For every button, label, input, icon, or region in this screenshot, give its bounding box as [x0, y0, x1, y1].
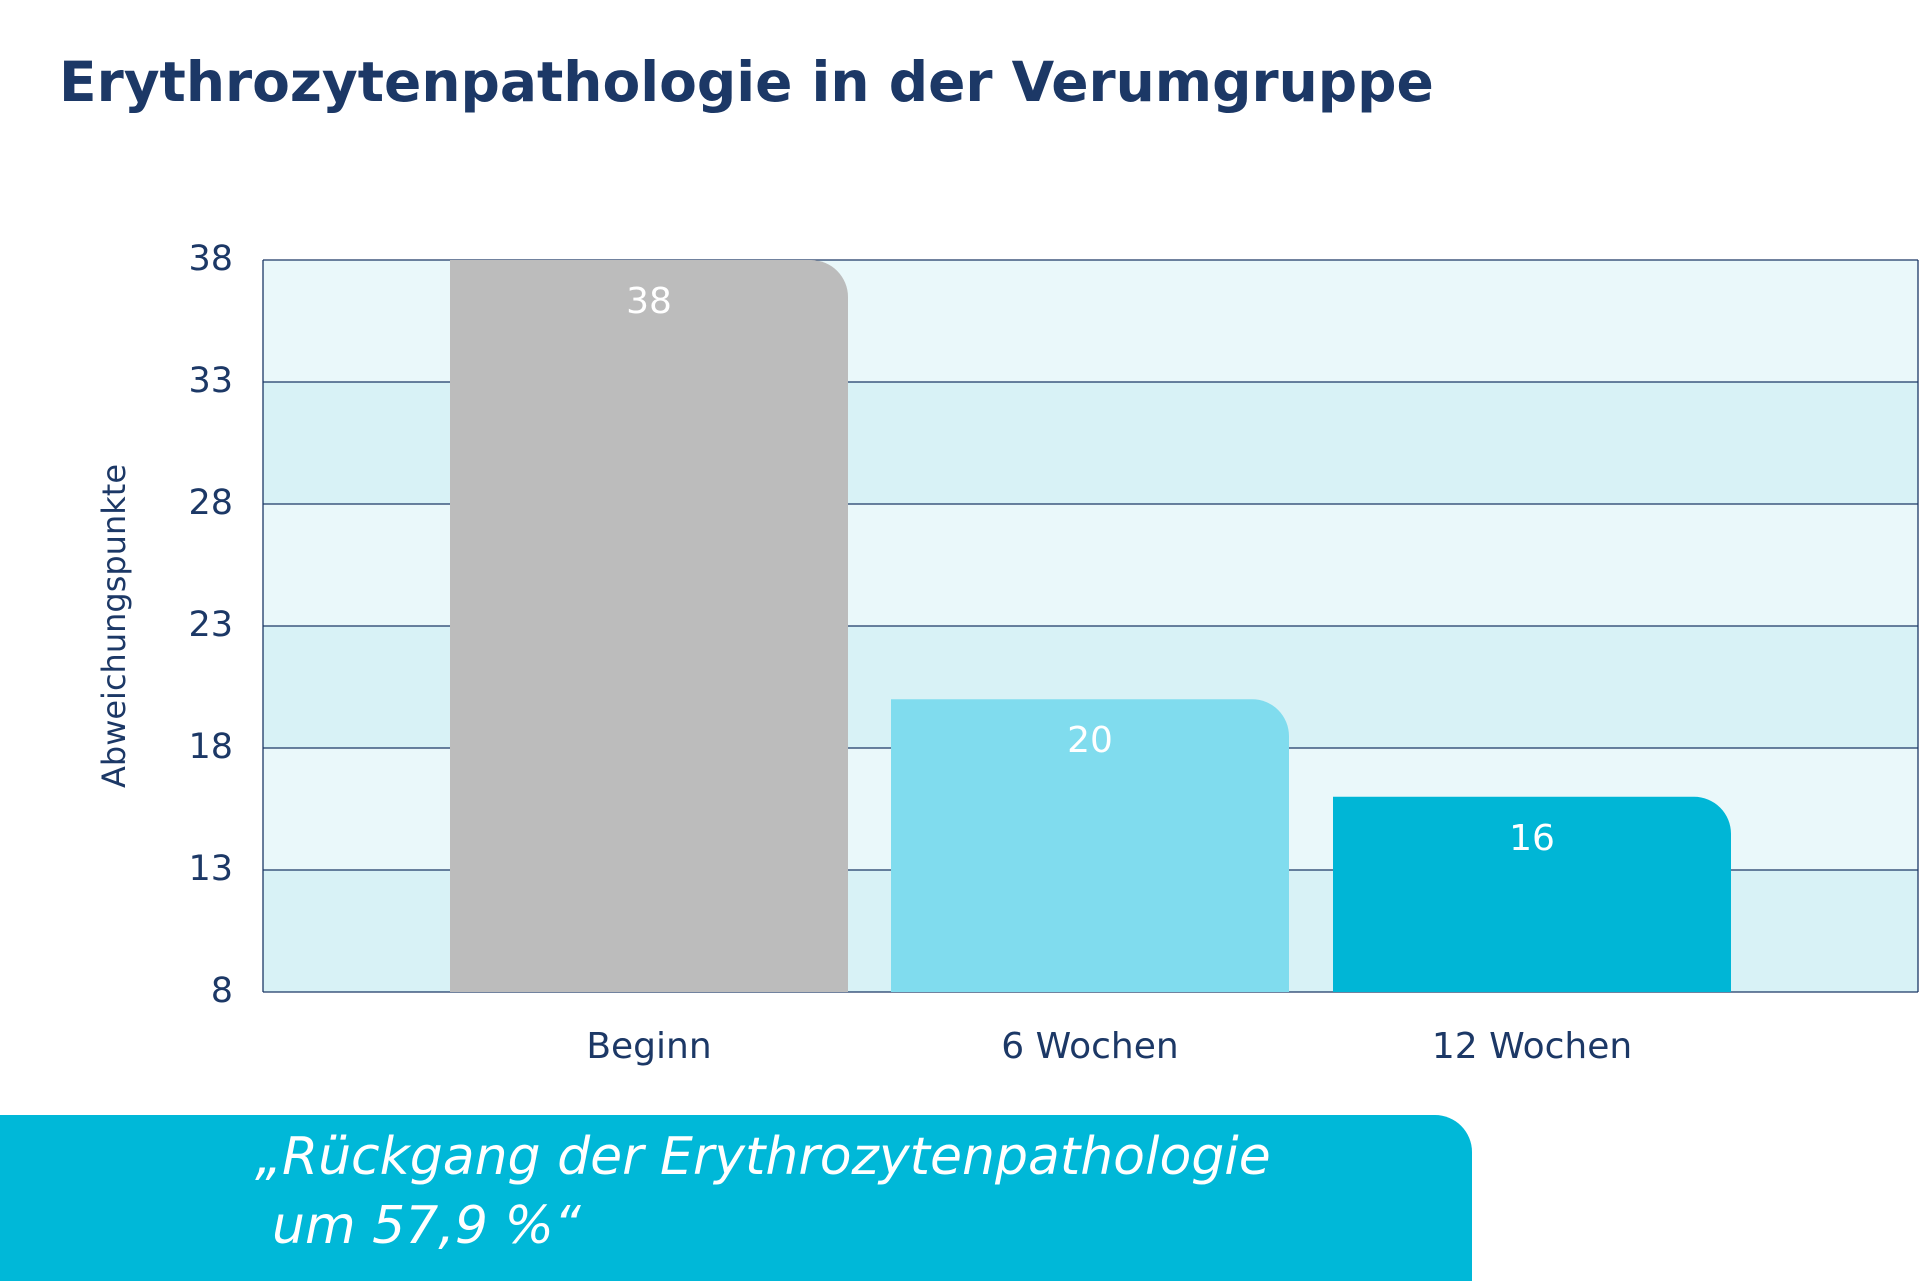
- bar: [891, 699, 1289, 992]
- y-axis-label: Abweichungspunkte: [95, 464, 133, 788]
- x-tick-label: 6 Wochen: [1001, 1026, 1178, 1067]
- value-label: 16: [1509, 818, 1555, 859]
- y-tick-label: 28: [188, 483, 233, 523]
- y-tick-label: 8: [211, 971, 233, 1011]
- y-tick-label: 38: [188, 239, 233, 279]
- annotation-line: „Rückgang der Erythrozytenpathologie: [255, 1127, 1271, 1187]
- bar: [1333, 796, 1731, 992]
- annotation-line: um 57,9 %“: [272, 1196, 582, 1256]
- chart-title: Erythrozytenpathologie in der Verumgrupp…: [59, 50, 1434, 114]
- x-tick-label: 12 Wochen: [1432, 1026, 1632, 1067]
- y-tick-label: 23: [188, 605, 233, 645]
- value-label: 20: [1067, 720, 1113, 761]
- y-tick-label: 33: [188, 361, 233, 401]
- value-label: 38: [626, 281, 672, 322]
- y-tick-label: 13: [188, 849, 233, 889]
- bar: [450, 260, 848, 992]
- x-tick-label: Beginn: [586, 1026, 711, 1067]
- annotation-box: [0, 1115, 1472, 1281]
- y-tick-label: 18: [188, 727, 233, 767]
